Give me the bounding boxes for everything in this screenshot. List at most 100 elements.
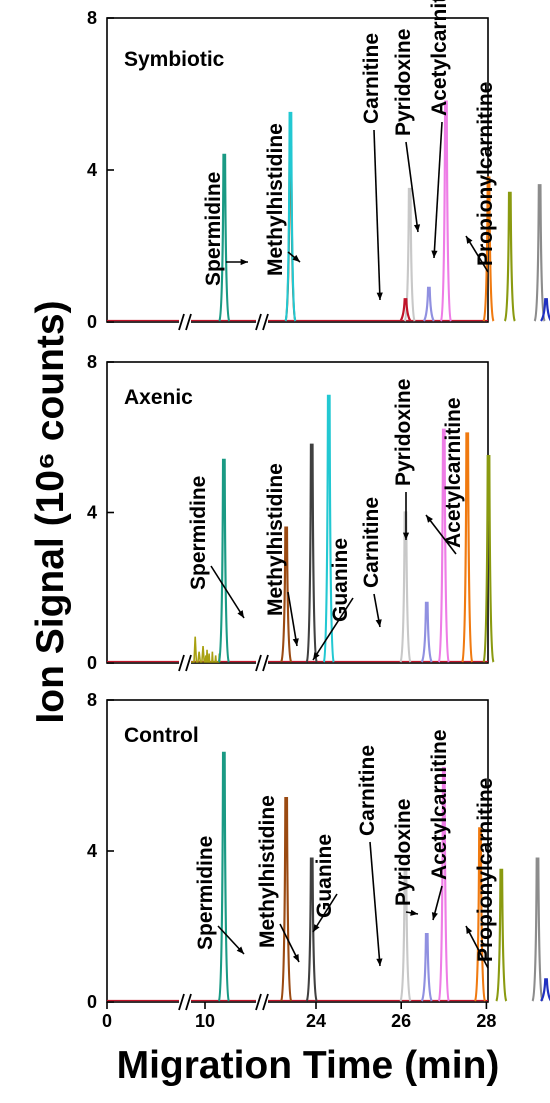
peak-trace — [217, 751, 230, 1002]
y-tick-label: 4 — [87, 841, 97, 861]
panel-title: Control — [124, 724, 199, 747]
peak-label: Methylhistidine — [256, 795, 279, 948]
axis-break-slash — [262, 654, 269, 672]
y-tick-label: 8 — [87, 352, 97, 372]
peak-label: Pyridoxine — [392, 29, 415, 136]
peak-trace — [482, 176, 495, 322]
peak-arrow-head — [426, 515, 433, 523]
peak-arrow-head — [410, 909, 418, 916]
peak-trace — [280, 797, 293, 1002]
peak-label: Pyridoxine — [392, 799, 415, 906]
peak-label: Guanine — [329, 538, 352, 622]
peak-trace — [482, 454, 495, 663]
peak-arrow-head — [431, 250, 438, 258]
peak-trace — [305, 857, 318, 1002]
peak-arrow-shaft — [373, 129, 381, 301]
peak-trace — [217, 458, 230, 663]
peak-label: Carnitine — [360, 33, 383, 124]
peak-label: Spermidine — [187, 476, 210, 590]
peak-label: Methylhistidine — [264, 123, 287, 276]
peak-label: Acetylcarnitine — [428, 729, 451, 880]
peak-trace — [305, 443, 318, 663]
x-tick-label: 10 — [195, 1011, 215, 1031]
axis-break-slash — [178, 993, 185, 1011]
peak-trace — [218, 153, 231, 322]
panel-title: Axenic — [124, 386, 193, 409]
peak-arrow-shaft — [433, 121, 443, 259]
panel-symbiotic: 0 4 8 Symbiotic Spermidine Methylhistidine Car… — [87, 0, 550, 332]
axis-break-slash — [262, 993, 269, 1011]
peak-arrow-head — [376, 958, 383, 966]
peak-trace — [531, 857, 544, 1002]
peak-label: Spermidine — [194, 836, 217, 950]
peak-label: Acetylcarnitine — [428, 0, 451, 116]
x-tick-label: 28 — [476, 1011, 496, 1031]
peak-trace — [420, 932, 433, 1002]
peak-arrow-shaft — [210, 565, 245, 619]
noise-trace — [190, 636, 221, 663]
peak-trace — [399, 868, 412, 1002]
peak-trace — [473, 827, 487, 1002]
axis-break-slash — [178, 654, 185, 672]
x-axis-title: Migration Time (min) — [117, 1044, 500, 1087]
y-tick-label: 0 — [87, 992, 97, 1012]
axis-break-slash — [178, 313, 185, 331]
y-axis-title: Ion Signal (10⁶ counts) — [29, 300, 72, 723]
panel-axenic: 0 4 8 Axenic Spermidine Methylhistidine Guanin… — [87, 352, 495, 673]
peak-label: Spermidine — [202, 172, 225, 286]
peak-trace — [437, 428, 450, 663]
y-tick-label: 4 — [87, 503, 97, 523]
peak-trace — [437, 766, 450, 1002]
axis-break-slash — [255, 993, 262, 1011]
peak-trace — [420, 601, 433, 663]
peak-trace — [439, 100, 452, 322]
peak-arrow-shaft — [369, 841, 381, 967]
peak-arrow-shaft — [287, 591, 298, 647]
peak-label: Methylhistidine — [264, 463, 287, 616]
peak-trace — [280, 526, 293, 663]
peak-label: Guanine — [313, 834, 336, 918]
peak-arrow-head — [292, 638, 299, 646]
peak-arrow-head — [313, 652, 320, 660]
peak-trace — [540, 298, 550, 322]
y-tick-label: 8 — [87, 8, 97, 28]
peak-arrow-head — [236, 946, 244, 954]
peak-trace — [533, 184, 546, 322]
y-tick-label: 8 — [87, 690, 97, 710]
peak-trace — [503, 191, 516, 322]
peak-arrow-head — [376, 292, 383, 300]
peak-trace — [540, 978, 550, 1002]
x-tick-label: 24 — [306, 1011, 326, 1031]
peak-label: Carnitine — [356, 745, 379, 836]
peak-arrow-head — [413, 224, 421, 232]
axis-break-slash — [255, 313, 262, 331]
y-tick-label: 4 — [87, 160, 97, 180]
axis-break-slash — [185, 654, 192, 672]
peak-arrow-shaft — [312, 893, 338, 933]
peak-trace — [422, 286, 435, 322]
peak-label: Propionylcarnitine — [474, 778, 497, 962]
peak-label: Carnitine — [360, 497, 383, 588]
peak-arrow-head — [237, 610, 244, 618]
peak-arrow-head — [292, 254, 300, 262]
x-tick-label: 0 — [102, 1011, 112, 1031]
peak-arrow-shaft — [425, 514, 457, 555]
peak-arrow-head — [313, 924, 320, 932]
peak-arrow-head — [292, 954, 299, 962]
peak-trace — [495, 868, 508, 1002]
peak-arrow-shaft — [312, 597, 354, 661]
y-tick-label: 0 — [87, 653, 97, 673]
panel-control: 0 4 8 Control Spermidine Methylhistidine Guani… — [87, 690, 550, 1012]
peak-trace — [399, 298, 412, 322]
peak-label: Pyridoxine — [392, 379, 415, 486]
x-tick-label: 26 — [391, 1011, 411, 1031]
peak-trace — [284, 111, 297, 322]
axis-break-slash — [262, 313, 269, 331]
peak-label: Propionylcarnitine — [474, 82, 497, 266]
peak-arrow-head — [466, 926, 473, 934]
axis-break-slash — [185, 313, 192, 331]
peak-arrow-head — [466, 236, 473, 244]
peak-arrow-shaft — [465, 925, 489, 969]
x-tick-labels: 01024262830 — [102, 1002, 496, 1031]
